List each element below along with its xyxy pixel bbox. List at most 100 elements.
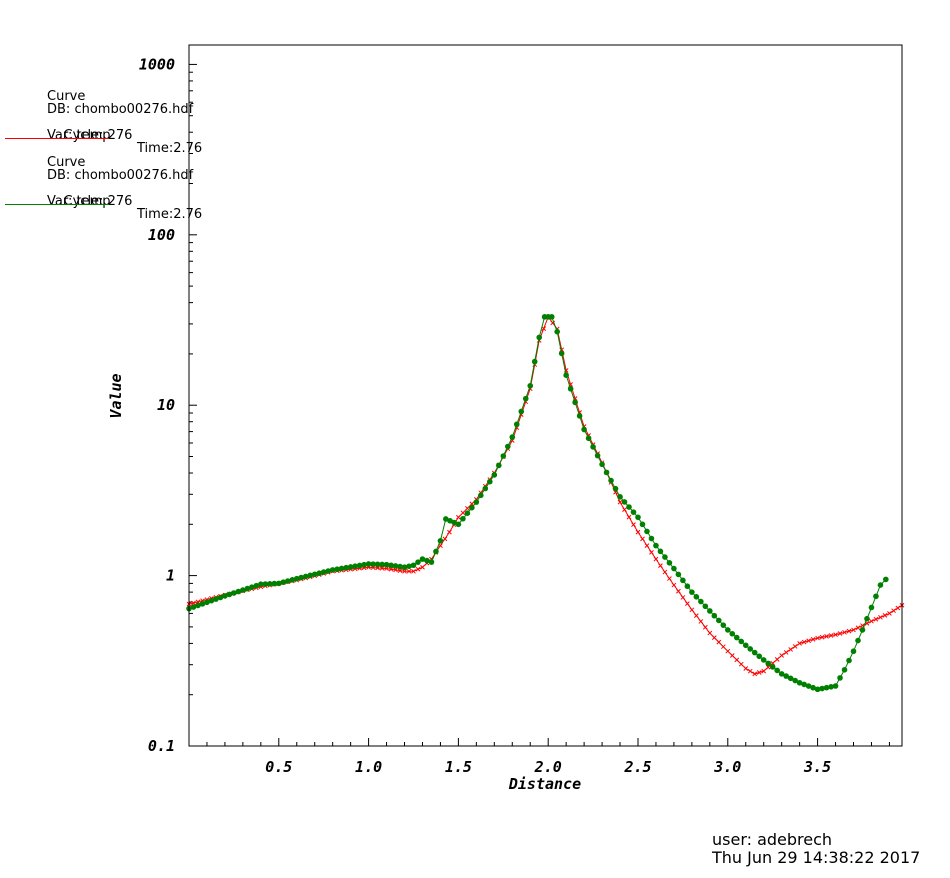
series-1-point	[891, 608, 896, 614]
series-2-point	[864, 615, 870, 622]
series-1-point	[774, 657, 780, 662]
series-2-point	[428, 559, 435, 565]
series-1-point	[671, 582, 677, 588]
series-2-point	[338, 565, 345, 572]
series-2-point	[415, 559, 421, 565]
series-2-point	[873, 593, 879, 600]
series-2-point	[504, 443, 511, 450]
series-2-point	[846, 657, 852, 664]
series-2-point	[689, 589, 695, 595]
series-2-point	[271, 580, 278, 587]
series-2-point	[469, 504, 475, 511]
series-2-point	[787, 675, 794, 682]
series-2-point	[832, 683, 839, 689]
x-tick-label: 3.5	[803, 758, 831, 776]
legend-swatch-green	[5, 204, 109, 205]
series-2-point	[774, 667, 780, 674]
series-1-point	[837, 631, 843, 636]
series-2-point	[447, 517, 453, 524]
series-1-point	[882, 613, 888, 618]
series-2-point	[370, 561, 376, 567]
series-1-point	[393, 567, 398, 573]
series-2-point	[608, 477, 614, 484]
series-2-point	[716, 617, 722, 624]
series-2-point	[567, 385, 574, 392]
series-1-point	[738, 661, 744, 667]
series-1-point	[833, 632, 838, 638]
legend-time: Time:2.76	[137, 207, 203, 222]
series-2-point	[437, 538, 444, 544]
series-2-point	[801, 681, 807, 688]
series-2-point	[190, 604, 197, 610]
series-1-point	[887, 611, 892, 616]
series-2-point	[374, 561, 381, 568]
series-2-point	[733, 634, 740, 641]
series-2-point	[702, 603, 709, 610]
series-1-point	[631, 522, 636, 527]
series-2-point	[240, 587, 246, 593]
series-1-point	[707, 630, 713, 636]
series-2-point	[217, 594, 224, 601]
series-2-point	[814, 686, 821, 693]
series-2-point	[208, 597, 215, 604]
series-2-point	[711, 612, 718, 619]
series-2-point	[383, 561, 390, 568]
series-1-point	[743, 666, 749, 671]
series-1-point	[869, 618, 874, 624]
series-2-point	[401, 564, 408, 571]
series-2-point	[585, 435, 592, 442]
footer-info: user: adebrech Thu Jun 29 14:38:22 2017	[712, 831, 920, 867]
x-tick-label: 3.0	[713, 758, 741, 776]
footer-user: user: adebrech	[712, 830, 833, 849]
series-1-point	[761, 668, 767, 674]
series-1-point	[752, 671, 758, 677]
series-1-point	[779, 653, 785, 658]
series-2-point	[226, 591, 233, 598]
series-2-point	[464, 510, 471, 517]
series-2-point	[231, 590, 237, 596]
x-tick-label: 2.0	[534, 758, 562, 776]
series-2-point	[443, 516, 449, 522]
series-2-point	[352, 563, 358, 570]
series-2-line	[188, 316, 887, 690]
series-1-point	[873, 616, 879, 622]
series-2-point	[603, 469, 610, 476]
series-2-point	[496, 462, 502, 469]
series-2-point	[765, 660, 772, 667]
series-1-point	[855, 625, 861, 631]
series-2-point	[204, 599, 210, 606]
series-2-point	[841, 667, 848, 673]
y-tick-label: 1000	[139, 55, 175, 73]
series-2-point	[648, 535, 655, 542]
series-2-point	[433, 548, 439, 555]
series-2-point	[513, 421, 520, 428]
series-2-point	[195, 602, 201, 609]
series-2-point	[522, 395, 529, 402]
series-2-point	[693, 594, 700, 600]
series-1-point	[806, 638, 811, 644]
series-1-point	[384, 566, 389, 571]
series-1-point	[685, 601, 690, 606]
series-2-point	[361, 561, 367, 568]
series-2-point	[810, 684, 816, 691]
y-tick-label: 10	[157, 396, 175, 414]
series-1-point	[191, 600, 196, 606]
series-1-point	[644, 543, 650, 548]
x-axis-ticks: 0.5 1.0 1.5 2.0 2.5 3.0 3.5	[206, 738, 890, 776]
series-1-point	[397, 568, 403, 573]
series-2-point	[644, 528, 650, 535]
series-2-point	[792, 677, 798, 684]
series-1-point	[465, 505, 470, 511]
series-1-point	[878, 614, 883, 620]
series-2-point	[262, 581, 269, 587]
series-1-point	[635, 529, 641, 535]
y-tick-label: 0.1	[148, 737, 175, 755]
series-2-point	[778, 671, 785, 677]
series-1-point	[725, 648, 731, 654]
series-2-point	[707, 608, 713, 614]
series-1-point	[851, 627, 856, 633]
series-2-point	[397, 563, 403, 570]
series-2-point	[249, 584, 255, 590]
series-2-point	[213, 596, 219, 602]
series-2-point	[307, 572, 314, 579]
